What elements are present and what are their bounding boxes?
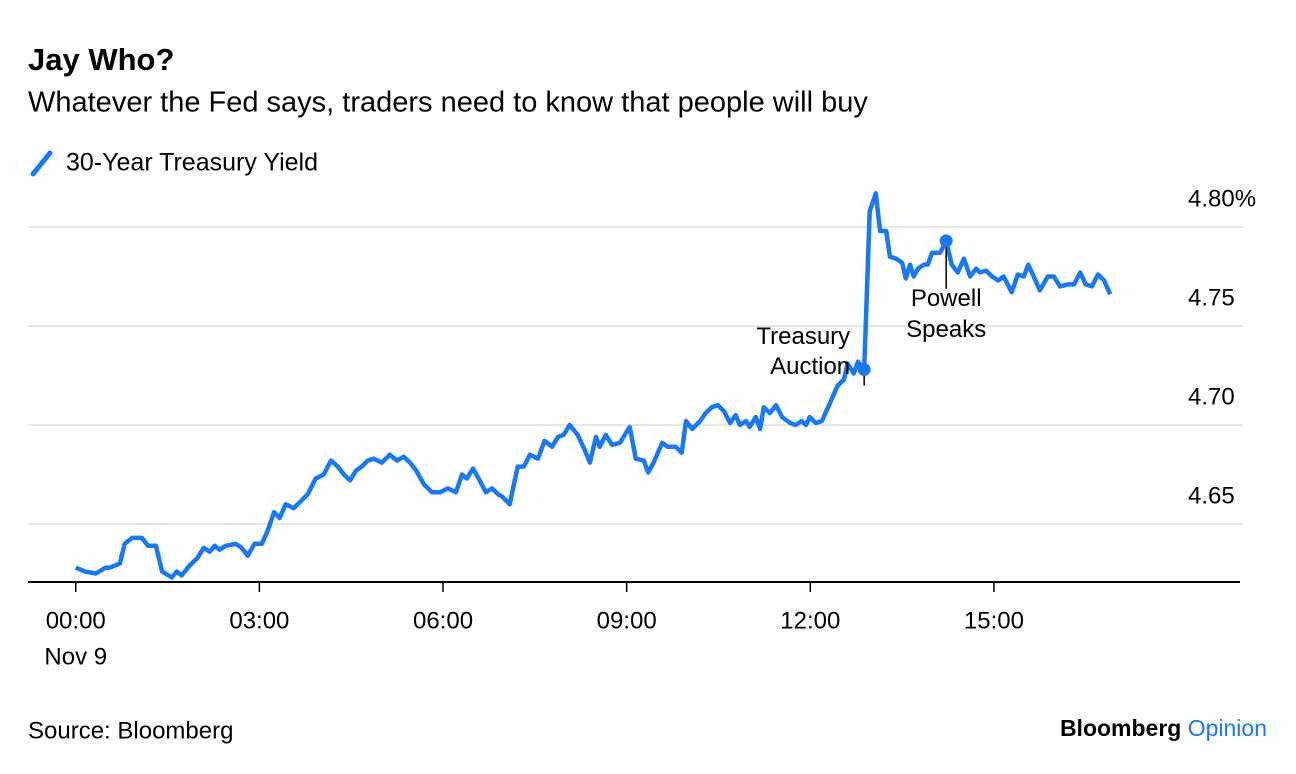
x-tick-label: 15:00: [964, 607, 1024, 634]
y-tick-label: 4.80%: [1188, 185, 1256, 212]
annotation-text: Treasury: [756, 323, 850, 350]
x-tick-label: 03:00: [229, 607, 289, 634]
chart-title: Jay Who?: [28, 42, 174, 77]
x-tick-label: 12:00: [780, 607, 840, 634]
brand-name: Bloomberg: [1060, 715, 1181, 741]
y-tick-label: 4.75: [1188, 284, 1235, 311]
y-tick-label: 4.65: [1188, 482, 1235, 509]
x-tick-label: 00:00: [46, 607, 106, 634]
annotation-text: Speaks: [906, 316, 986, 343]
brand-suffix: Opinion: [1188, 715, 1267, 741]
x-date-label: Nov 9: [44, 643, 107, 670]
brand: Bloomberg Opinion: [1060, 715, 1267, 741]
annotation-marker: [857, 363, 871, 377]
x-tick-label: 09:00: [597, 607, 657, 634]
x-tick-label: 06:00: [413, 607, 473, 634]
y-tick-label: 4.70: [1188, 383, 1235, 410]
legend-label: 30-Year Treasury Yield: [66, 149, 318, 177]
series-line: [74, 191, 1113, 580]
annotation-marker: [939, 234, 953, 248]
annotation-text: Auction: [770, 353, 850, 380]
annotation-text: Powell: [911, 285, 982, 312]
chart-subtitle: Whatever the Fed says, traders need to k…: [28, 87, 868, 119]
source: Source: Bloomberg: [28, 717, 233, 744]
legend-swatch: [30, 150, 53, 177]
